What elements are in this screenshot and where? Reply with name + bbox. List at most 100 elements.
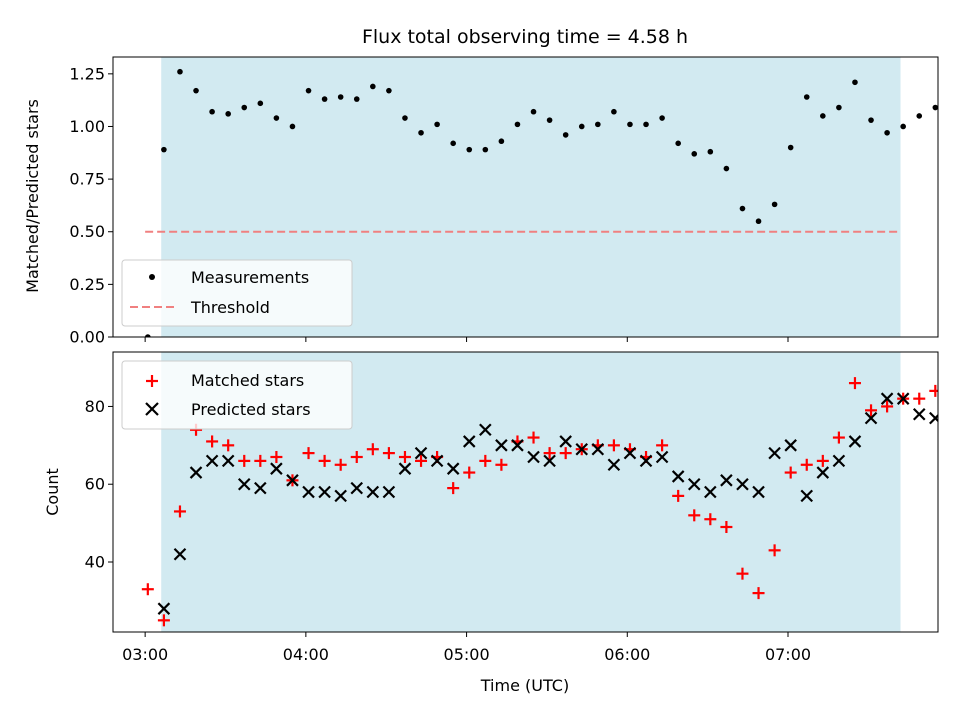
legend-label-threshold: Threshold [190,298,270,317]
bottom-x-tick-label: 04:00 [283,645,329,664]
measurement-point [482,146,489,153]
top-y-axis-label: Matched/Predicted stars [23,99,42,293]
matched-stars-point [382,447,395,460]
predicted-stars-point [687,477,701,491]
predicted-stars-point [575,442,589,456]
predicted-stars-point [237,477,251,491]
predicted-stars-point [591,442,605,456]
top-y-tick-label: 0.75 [69,170,105,189]
matched-stars-point [929,384,938,397]
predicted-stars-point [318,485,331,499]
matched-stars-point [865,404,878,417]
bottom-legend-box [121,360,353,430]
matched-stars-point [318,454,331,467]
measurement-point [546,117,553,123]
measurement-point [305,87,312,94]
matched-stars-point [543,447,556,460]
predicted-stars-point [382,485,396,499]
predicted-stars-point [157,602,171,615]
bottom-x-tick-label: 03:00 [122,645,168,664]
matched-stars-point [656,439,669,452]
measurement-point [530,108,537,115]
predicted-stars-point [270,462,283,475]
measurement-point [691,151,698,157]
matched-stars-point [254,454,267,467]
predicted-stars-point [205,454,219,468]
bottom-panel: 40 60 80 03:00 04:00 05:00 06:00 07:00 Count Ti… [43,351,939,695]
matched-stars-point [238,454,251,467]
matched-stars-point [784,466,797,479]
top-y-tick-label: 1.00 [69,117,105,136]
top-y-tick-label: 0.00 [69,328,105,347]
measurement-point [595,121,601,128]
measurement-point [916,113,923,119]
measurement-point [852,79,858,86]
chart-title: Flux total observing time = 4.58 h [362,26,688,48]
matched-stars-point [157,614,170,627]
measurement-point [884,129,890,136]
bottom-legend: Matched stars Predicted stars [121,360,353,430]
measurement-point [932,104,938,111]
matched-stars-point [141,583,154,596]
measurement-point [273,115,280,121]
predicted-stars-point [752,485,765,499]
measurement-point [161,146,167,153]
predicted-stars-point [446,462,460,475]
measurement-point [755,218,762,225]
predicted-stars-point [896,392,910,405]
matched-stars-point [832,431,845,444]
matched-stars-point [720,521,733,533]
measurement-point [498,138,505,145]
measurement-point [723,165,730,172]
predicted-stars-point [350,481,364,495]
matched-stars-point [415,454,428,467]
measurement-point [643,121,649,128]
measurement-point [257,100,264,107]
matched-stars-point [447,482,460,495]
bottom-y-axis-label: Count [43,468,62,516]
measurement-point [321,96,328,102]
measurement-point [289,123,296,130]
predicted-stars-point [607,458,621,472]
predicted-stars-point [929,411,938,425]
matched-stars-point [800,458,813,471]
matched-stars-point [222,439,235,452]
matched-stars-point [527,431,540,444]
matched-stars-point [768,544,781,557]
matched-stars-point [913,392,926,405]
top-axes-frame [112,56,939,338]
measurement-point [145,334,151,337]
predicted-stars-point [832,454,846,468]
measurement-point [707,148,714,155]
measurement-point [611,108,617,115]
predicted-stars-point [366,485,380,499]
predicted-stars-point [559,435,572,448]
predicted-stars-point [671,470,685,483]
predicted-stars-point [302,485,315,499]
bottom-axes-frame [112,351,939,633]
top-panel: Flux total observing time = 4.58 h 0.00 0… [23,26,939,347]
measurement-point [836,104,842,111]
measurement-point [353,96,360,102]
measurement-point [803,94,810,100]
matched-stars-point [495,458,508,471]
matched-stars-point [559,447,572,460]
measurement-point [868,117,874,123]
measurement-point [466,146,473,153]
top-y-tick-label: 0.25 [69,275,105,294]
predicted-stars-point [848,435,862,448]
measurement-point [386,87,392,94]
matched-stars-point [752,587,765,600]
predicted-stars-point [221,454,235,468]
measurement-point [370,83,376,90]
top-data-layer [145,68,938,337]
bottom-x-tick-label: 07:00 [765,645,811,664]
legend-label-predicted-stars: Predicted stars [191,400,311,419]
bottom-y-tick-label: 80 [85,397,105,416]
matched-stars-point [881,400,894,413]
measurement-point [514,121,521,128]
predicted-stars-point [784,439,797,452]
measurement-point [241,104,248,111]
measurement-point [659,115,665,121]
